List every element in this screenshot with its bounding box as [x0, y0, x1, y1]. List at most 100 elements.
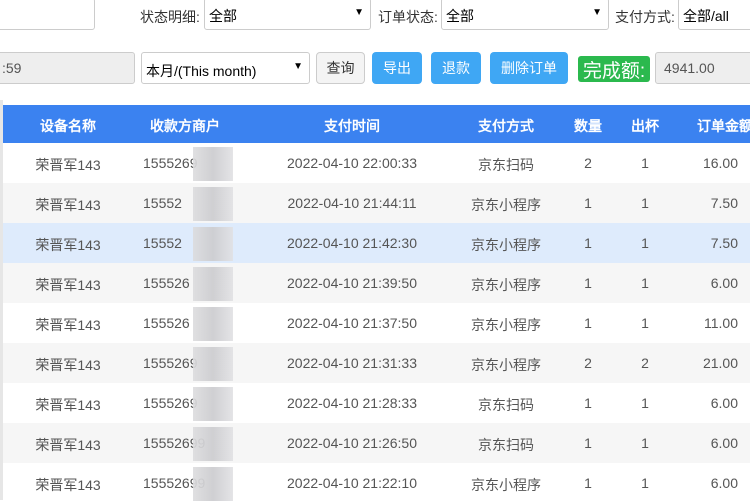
delete-order-button[interactable]: 删除订单	[490, 52, 568, 84]
cups-cell: 1	[641, 435, 649, 451]
quantity-cell: 2	[584, 355, 592, 371]
dropdown-arrow-icon: ▼	[354, 7, 364, 18]
device-name-cell: 荣晋军143	[35, 157, 101, 173]
cups-cell: 1	[641, 195, 649, 211]
device-name-cell: 荣晋军143	[35, 437, 101, 453]
status-detail-value: 全部	[209, 8, 237, 24]
pay-method-cell: 京东小程序	[471, 277, 541, 293]
header-amount: 订单金额	[697, 118, 750, 134]
order-amount-cell: 6.00	[710, 395, 738, 411]
pay-time-cell: 2022-04-10 21:44:11	[287, 195, 417, 211]
order-amount-cell: 7.50	[710, 195, 738, 211]
end-time-value: :59	[2, 60, 22, 76]
pay-method-select[interactable]: 全部/all	[678, 0, 750, 30]
privacy-blur	[193, 147, 233, 181]
status-detail-select[interactable]: 全部 ▼	[204, 0, 371, 30]
dropdown-arrow-icon: ▼	[293, 61, 303, 72]
cups-cell: 1	[641, 235, 649, 251]
order-amount-cell: 6.00	[710, 475, 738, 491]
merchant-cell: 1555269	[143, 355, 198, 371]
table-row[interactable]: 荣晋军143 1555269 2022-04-10 21:28:33 京东扫码 1 1 6.…	[3, 383, 750, 423]
pay-method-cell: 京东小程序	[471, 357, 541, 373]
pay-method-cell: 京东小程序	[471, 237, 541, 253]
end-time-input[interactable]: :59	[0, 52, 135, 84]
search-input[interactable]	[0, 0, 95, 30]
table-border	[0, 100, 3, 500]
cups-cell: 1	[641, 155, 649, 171]
pay-method-cell: 京东扫码	[478, 157, 534, 173]
privacy-blur	[193, 427, 233, 461]
export-button[interactable]: 导出	[372, 52, 422, 84]
pay-method-label: 支付方式:	[615, 9, 675, 25]
table-row[interactable]: 荣晋军143 15552 2022-04-10 21:42:30 京东小程序 1 1 7.5…	[3, 223, 750, 263]
table-row[interactable]: 荣晋军143 1555269 2022-04-10 21:31:33 京东小程序 2 2 2…	[3, 343, 750, 383]
merchant-cell: 1555269	[143, 395, 198, 411]
quantity-cell: 1	[584, 395, 592, 411]
order-status-label: 订单状态:	[378, 9, 438, 25]
pay-time-cell: 2022-04-10 22:00:33	[287, 155, 417, 171]
pay-time-cell: 2022-04-10 21:39:50	[287, 275, 417, 291]
order-amount-cell: 7.50	[710, 235, 738, 251]
table-row[interactable]: 荣晋军143 15552 2022-04-10 21:44:11 京东小程序 1 1 7.5…	[3, 183, 750, 223]
device-name-cell: 荣晋军143	[35, 357, 101, 373]
table-row[interactable]: 荣晋军143 15552699 2022-04-10 21:22:10 京东小程序 1 1…	[3, 463, 750, 503]
table-header: 设备名称 收款方商户 支付时间 支付方式 数量 出杯 订单金额	[3, 105, 750, 143]
quantity-cell: 1	[584, 315, 592, 331]
cups-cell: 2	[641, 355, 649, 371]
pay-method-cell: 京东小程序	[471, 197, 541, 213]
pay-method-cell: 京东小程序	[471, 317, 541, 333]
dropdown-arrow-icon: ▼	[592, 7, 602, 18]
pay-time-cell: 2022-04-10 21:28:33	[287, 395, 417, 411]
order-amount-cell: 6.00	[710, 275, 738, 291]
merchant-cell: 155526	[143, 315, 190, 331]
header-quantity: 数量	[574, 118, 602, 134]
pay-method-value: 全部/all	[683, 8, 729, 24]
merchant-cell: 15552699	[143, 475, 206, 491]
privacy-blur	[193, 267, 233, 301]
order-status-value: 全部	[446, 8, 474, 24]
device-name-cell: 荣晋军143	[35, 317, 101, 333]
header-device: 设备名称	[40, 118, 96, 134]
quantity-cell: 1	[584, 475, 592, 491]
pay-time-cell: 2022-04-10 21:42:30	[287, 235, 417, 251]
cups-cell: 1	[641, 395, 649, 411]
cups-cell: 1	[641, 275, 649, 291]
status-detail-label: 状态明细:	[140, 9, 200, 25]
pay-time-cell: 2022-04-10 21:22:10	[287, 475, 417, 491]
device-name-cell: 荣晋军143	[35, 197, 101, 213]
privacy-blur	[193, 347, 233, 381]
merchant-cell: 15552	[143, 235, 182, 251]
pay-time-cell: 2022-04-10 21:37:50	[287, 315, 417, 331]
merchant-cell: 15552699	[143, 435, 206, 451]
quantity-cell: 1	[584, 195, 592, 211]
merchant-cell: 155526	[143, 275, 190, 291]
device-name-cell: 荣晋军143	[35, 277, 101, 293]
pay-method-cell: 京东扫码	[478, 397, 534, 413]
cups-cell: 1	[641, 475, 649, 491]
privacy-blur	[193, 227, 233, 261]
order-status-select[interactable]: 全部 ▼	[441, 0, 609, 30]
table-row[interactable]: 荣晋军143 1555269 2022-04-10 22:00:33 京东扫码 2 1 16…	[3, 143, 750, 183]
header-merchant: 收款方商户	[150, 118, 220, 134]
completed-amount-value: 4941.00	[664, 60, 715, 76]
refund-button[interactable]: 退款	[431, 52, 481, 84]
table-row[interactable]: 荣晋军143 155526 2022-04-10 21:39:50 京东小程序 1 1 6.…	[3, 263, 750, 303]
pay-method-cell: 京东扫码	[478, 437, 534, 453]
completed-amount-label: 完成额:	[578, 56, 650, 82]
quantity-cell: 1	[584, 235, 592, 251]
privacy-blur	[193, 187, 233, 221]
pay-time-cell: 2022-04-10 21:31:33	[287, 355, 417, 371]
table-row[interactable]: 荣晋军143 155526 2022-04-10 21:37:50 京东小程序 1 1 11…	[3, 303, 750, 343]
quantity-cell: 2	[584, 155, 592, 171]
header-pay-method: 支付方式	[478, 118, 534, 134]
completed-amount-field: 4941.00	[655, 52, 750, 84]
merchant-cell: 1555269	[143, 155, 198, 171]
query-button[interactable]: 查询	[316, 52, 365, 84]
pay-time-cell: 2022-04-10 21:26:50	[287, 435, 417, 451]
device-name-cell: 荣晋军143	[35, 397, 101, 413]
privacy-blur	[193, 387, 233, 421]
order-amount-cell: 16.00	[702, 155, 738, 171]
period-select[interactable]: 本月/(This month) ▼	[141, 52, 310, 84]
table-row[interactable]: 荣晋军143 15552699 2022-04-10 21:26:50 京东扫码 1 1 6…	[3, 423, 750, 463]
quantity-cell: 1	[584, 275, 592, 291]
